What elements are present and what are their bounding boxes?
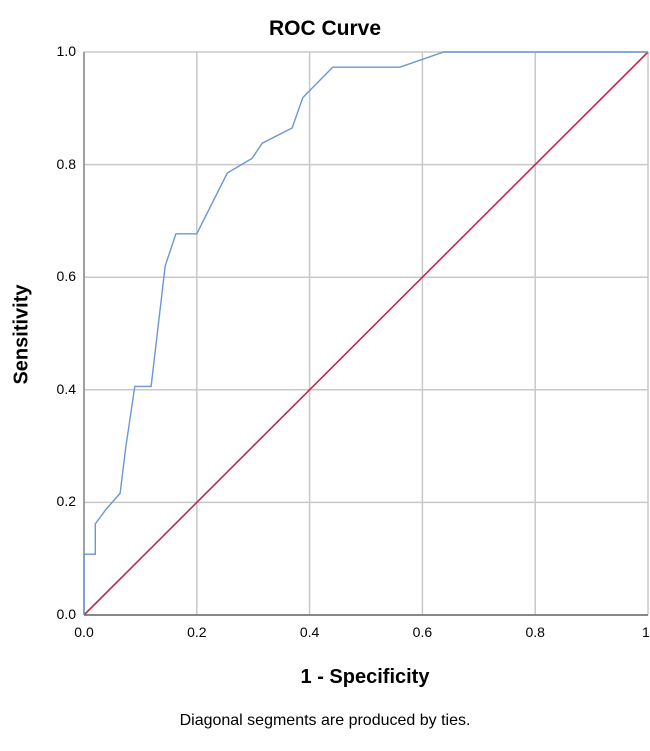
y-tick-label: 0.2 — [56, 493, 76, 510]
reference-diagonal-line — [83, 51, 649, 616]
y-axis-label: Sensitivity — [10, 284, 33, 385]
roc-curve-line — [83, 51, 648, 615]
y-tick-label: 0.8 — [56, 155, 76, 172]
chart-title: ROC Curve — [268, 17, 382, 40]
y-tick-label: 1.0 — [56, 43, 76, 59]
x-tick-label: 0.0 — [74, 624, 94, 640]
x-tick-label: 0.2 — [187, 624, 207, 640]
y-tick-label: 0.4 — [56, 380, 76, 397]
x-axis-label: 1 - Specificity — [300, 666, 430, 688]
x-tick-label: 1. — [642, 624, 650, 640]
y-tick-label: 0.0 — [56, 606, 76, 622]
axes — [83, 52, 648, 616]
footnote: Diagonal segments are produced by ties. — [179, 712, 471, 729]
x-tick-label: 0.6 — [412, 624, 433, 640]
y-tick-label: 0.6 — [56, 268, 76, 285]
x-tick-label: 0.8 — [525, 624, 545, 640]
x-tick-label: 0.4 — [299, 624, 320, 640]
